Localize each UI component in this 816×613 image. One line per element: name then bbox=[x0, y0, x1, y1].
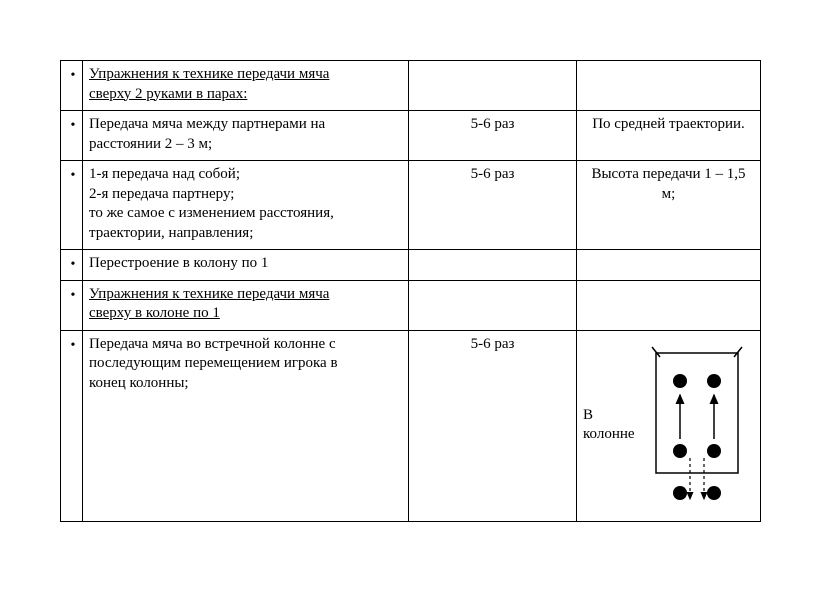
bullet-cell: • bbox=[61, 250, 83, 281]
exercise-cell: Передача мяча между партнерами нарасстоя… bbox=[83, 111, 409, 161]
exercise-text-line: траектории, направления; bbox=[89, 224, 402, 244]
bullet-icon: • bbox=[67, 167, 79, 185]
exercise-cell: 1-я передача над собой;2-я передача парт… bbox=[83, 161, 409, 250]
notes-cell bbox=[577, 61, 761, 111]
reps-cell: 5-6 раз bbox=[409, 111, 577, 161]
diagram-label: Вколонне bbox=[583, 406, 635, 445]
exercise-text-line: 1-я передача над собой; bbox=[89, 165, 402, 185]
table-row: •Передача мяча во встречной колонне спос… bbox=[61, 330, 761, 521]
bullet-icon: • bbox=[67, 287, 79, 305]
notes-cell: Высота передачи 1 – 1,5 м; bbox=[577, 161, 761, 250]
exercise-text-line: Передача мяча во встречной колонне с bbox=[89, 335, 402, 355]
exercise-text-line: сверху 2 руками в парах: bbox=[89, 85, 402, 105]
exercise-text-line: Упражнения к технике передачи мяча bbox=[89, 285, 402, 305]
table-row: •Передача мяча между партнерами нарассто… bbox=[61, 111, 761, 161]
exercise-text-line: Передача мяча между партнерами на bbox=[89, 115, 402, 135]
exercise-cell: Передача мяча во встречной колонне спосл… bbox=[83, 330, 409, 521]
notes-cell: По средней траектории. bbox=[577, 111, 761, 161]
exercise-text-line: 2-я передача партнеру; bbox=[89, 185, 402, 205]
reps-cell bbox=[409, 61, 577, 111]
notes-cell: Вколонне bbox=[577, 330, 761, 521]
exercise-text-line: конец колонны; bbox=[89, 374, 402, 394]
bullet-icon: • bbox=[67, 337, 79, 355]
exercise-text-line: Упражнения к технике передачи мяча bbox=[89, 65, 402, 85]
exercise-text-line: сверху в колоне по 1 bbox=[89, 304, 402, 324]
bullet-cell: • bbox=[61, 61, 83, 111]
exercise-text-line: Перестроение в колону по 1 bbox=[89, 254, 402, 274]
bullet-cell: • bbox=[61, 111, 83, 161]
reps-cell bbox=[409, 280, 577, 330]
notes-cell bbox=[577, 250, 761, 281]
reps-cell bbox=[409, 250, 577, 281]
bullet-cell: • bbox=[61, 161, 83, 250]
table-row: •1-я передача над собой;2-я передача пар… bbox=[61, 161, 761, 250]
exercise-table: •Упражнения к технике передачи мячасверх… bbox=[60, 60, 761, 522]
bullet-icon: • bbox=[67, 256, 79, 274]
column-diagram bbox=[642, 343, 752, 513]
bullet-icon: • bbox=[67, 117, 79, 135]
exercise-text-line: то же самое с изменением расстояния, bbox=[89, 204, 402, 224]
diagram-label-line: колонне bbox=[583, 425, 635, 445]
table-row: • Перестроение в колону по 1 bbox=[61, 250, 761, 281]
notes-cell bbox=[577, 280, 761, 330]
diagram-label-line: В bbox=[583, 406, 635, 426]
exercise-text-line: расстоянии 2 – 3 м; bbox=[89, 135, 402, 155]
bullet-icon: • bbox=[67, 67, 79, 85]
bullet-cell: • bbox=[61, 280, 83, 330]
exercise-cell: Упражнения к технике передачи мячасверху… bbox=[83, 280, 409, 330]
table-row: •Упражнения к технике передачи мячасверх… bbox=[61, 280, 761, 330]
reps-cell: 5-6 раз bbox=[409, 161, 577, 250]
bullet-cell: • bbox=[61, 330, 83, 521]
reps-cell: 5-6 раз bbox=[409, 330, 577, 521]
exercise-cell: Упражнения к технике передачи мячасверху… bbox=[83, 61, 409, 111]
exercise-cell: Перестроение в колону по 1 bbox=[83, 250, 409, 281]
table-row: •Упражнения к технике передачи мячасверх… bbox=[61, 61, 761, 111]
exercise-text-line: последующим перемещением игрока в bbox=[89, 354, 402, 374]
